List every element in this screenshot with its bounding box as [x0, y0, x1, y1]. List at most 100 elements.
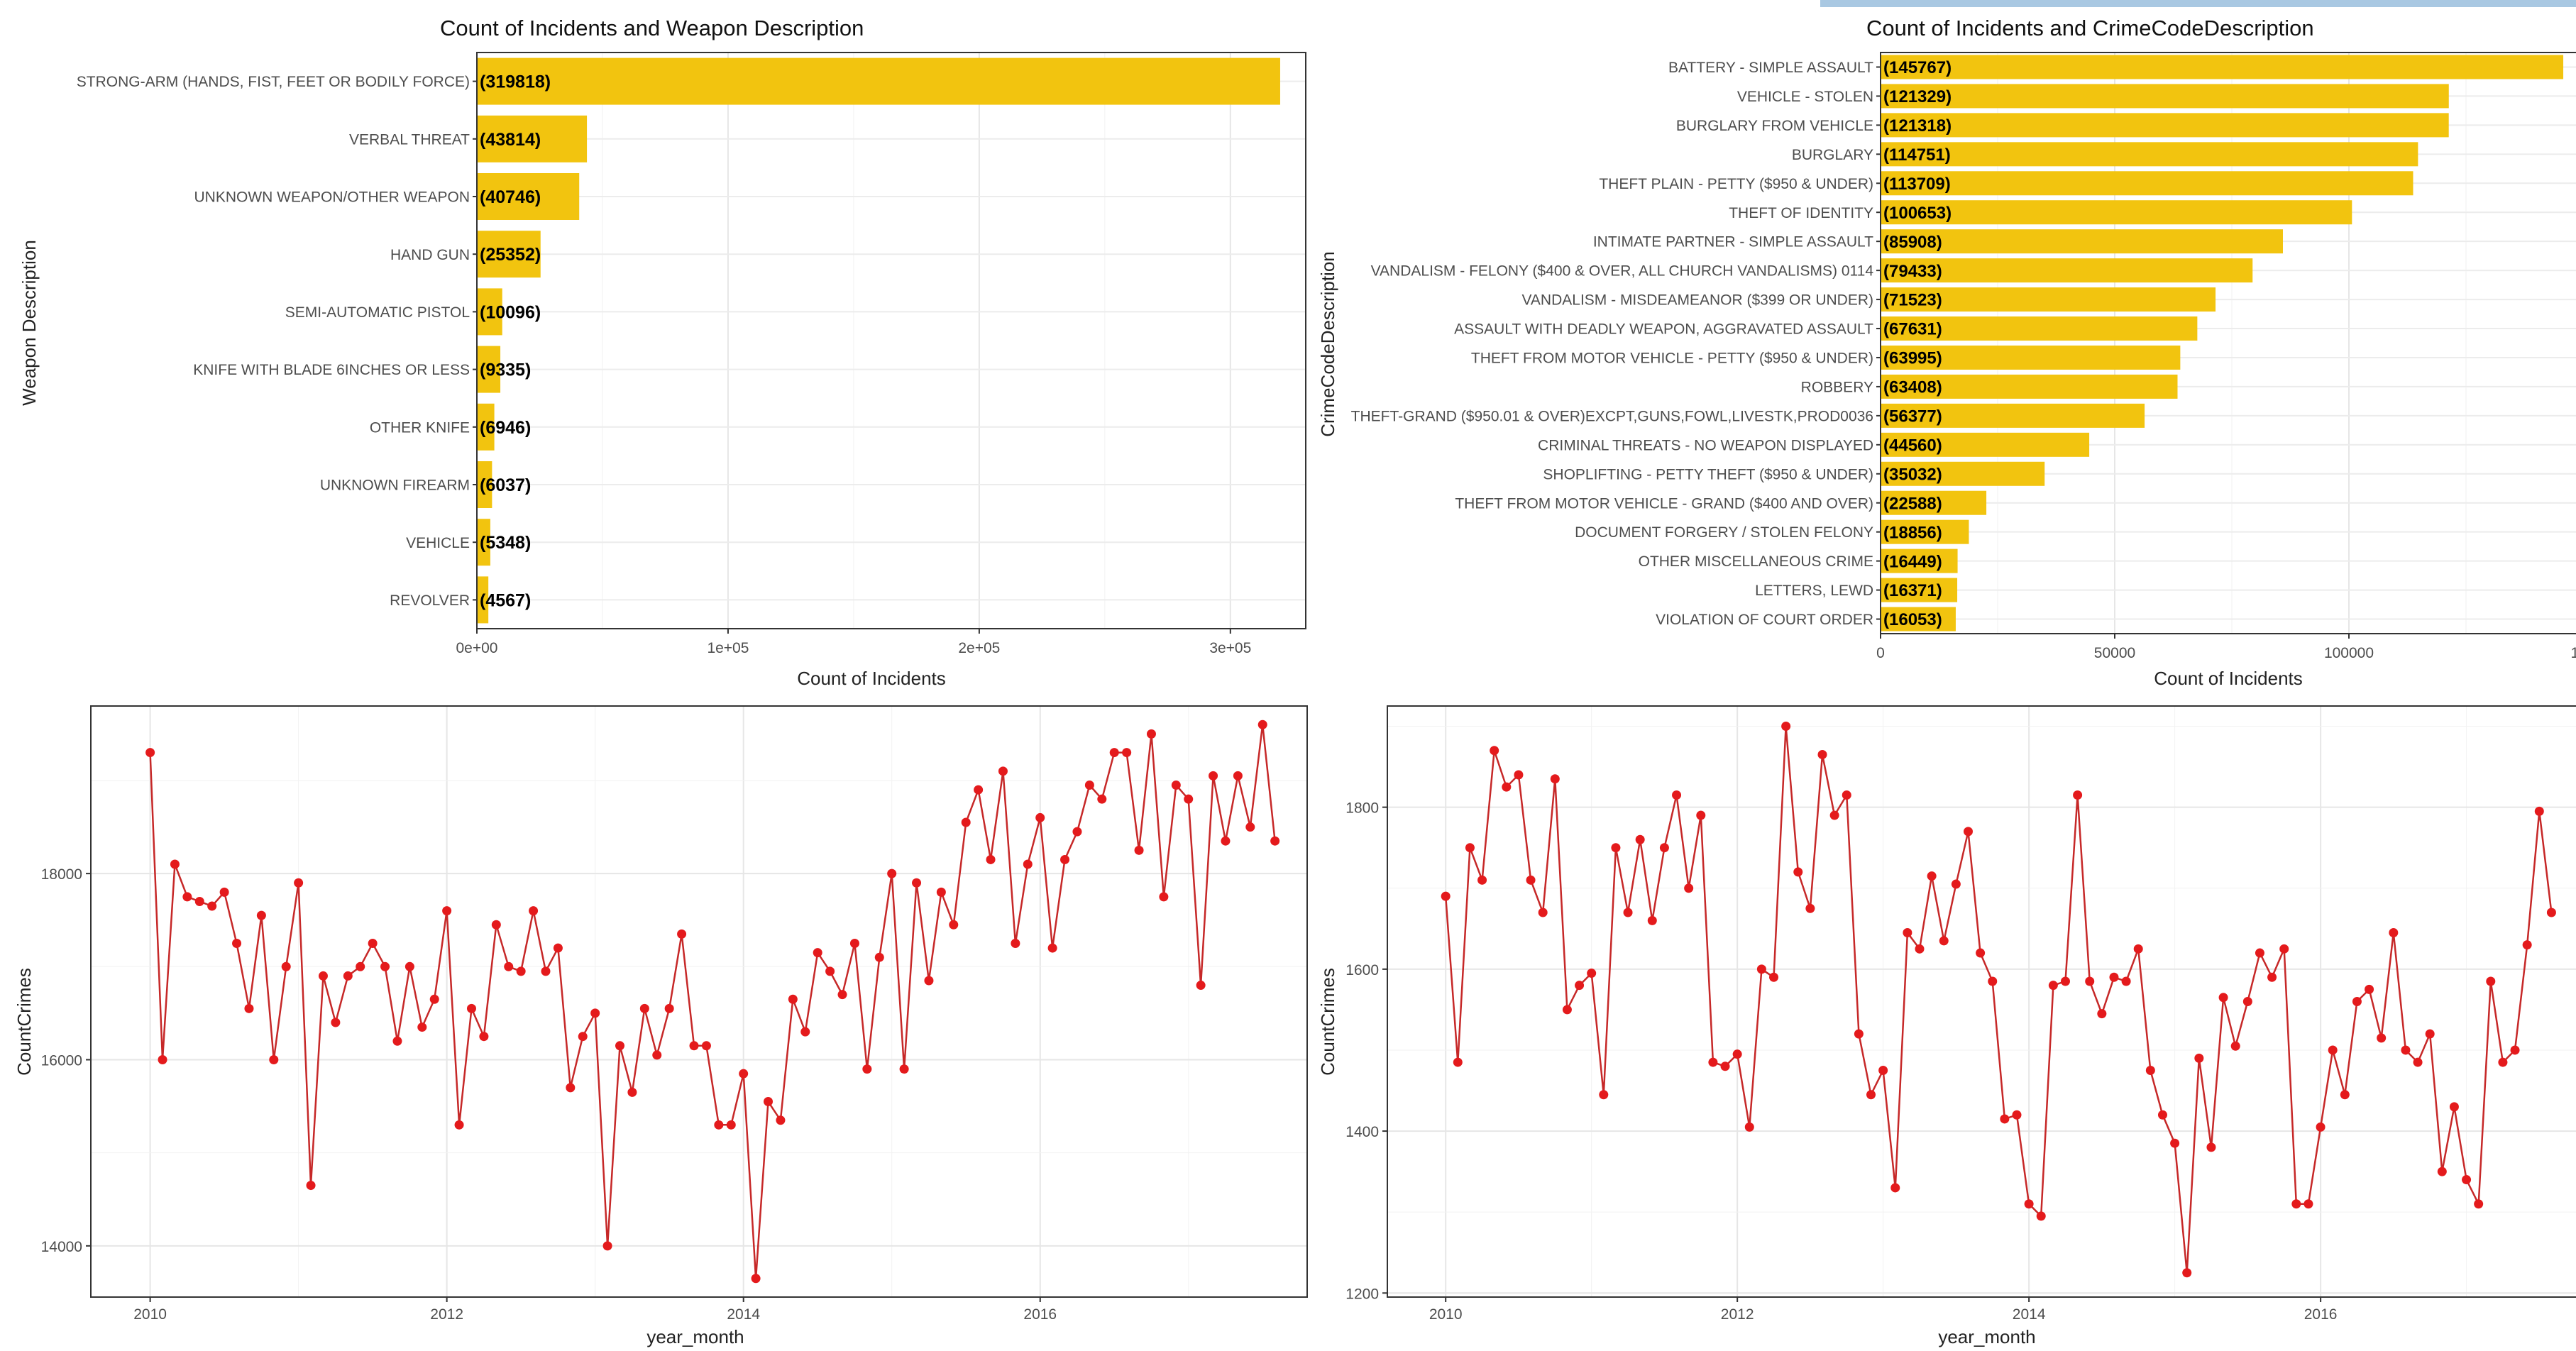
monthly-left-data-point — [961, 817, 971, 827]
monthly-right-data-point — [1587, 969, 1597, 978]
weapon-x-tick-label: 0e+00 — [456, 640, 498, 656]
crimecode-x-tick-label: 100000 — [2324, 645, 2374, 661]
monthly-right-data-point — [1963, 827, 1973, 837]
crimecode-category-label: SHOPLIFTING - PETTY THEFT ($950 & UNDER) — [1543, 466, 1873, 482]
monthly-left-data-point — [974, 785, 984, 795]
crimecode-bar — [1881, 55, 2564, 79]
monthly-right-data-point — [1514, 770, 1524, 780]
monthly-left-x-tick-label: 2016 — [1023, 1306, 1057, 1323]
monthly-left-data-point — [764, 1097, 774, 1107]
monthly-right-data-point — [1793, 867, 1803, 877]
monthly-left-y-tick-label: 18000 — [41, 866, 82, 883]
monthly-left-data-point — [504, 961, 514, 971]
crimecode-chart-title: Count of Incidents and CrimeCodeDescript… — [1866, 16, 2314, 40]
crimecode-chart-xlabel: Count of Incidents — [2154, 668, 2303, 689]
weapon-category-label: REVOLVER — [390, 592, 470, 609]
crimecode-x-axis: 0 50000 100000 150 — [1876, 634, 2576, 661]
monthly-left-data-point — [689, 1041, 699, 1051]
crimecode-data-label: (71523) — [1883, 291, 1942, 310]
monthly-left-data-point — [466, 1003, 476, 1013]
monthly-right-data-point — [2097, 1009, 2107, 1019]
monthly-left-data-point — [590, 1008, 600, 1018]
monthly-right-data-point — [2194, 1053, 2204, 1063]
monthly-left-data-point — [182, 892, 192, 902]
crimecode-category-label: THEFT FROM MOTOR VEHICLE - GRAND ($400 A… — [1455, 495, 1873, 512]
monthly-left-data-point — [553, 943, 563, 953]
monthly-left-data-point — [899, 1064, 909, 1074]
monthly-left-data-point — [578, 1032, 588, 1042]
monthly-right-data-point — [1647, 915, 1657, 925]
monthly-right-data-point — [1696, 810, 1706, 820]
weapon-bar — [477, 346, 501, 393]
monthly-left-x-tick-label: 2012 — [430, 1306, 463, 1323]
monthly-right-data-point — [1829, 810, 1839, 820]
monthly-left-data-point — [627, 1087, 637, 1097]
monthly-left-data-point — [1122, 748, 1132, 758]
monthly-left-data-point — [949, 920, 959, 930]
monthly-right-data-point — [1575, 981, 1585, 991]
monthly-right-data-point — [1781, 722, 1791, 732]
weapon-data-label: (43814) — [480, 130, 541, 150]
weapon-bar — [477, 173, 580, 220]
crimecode-bar — [1881, 142, 2418, 167]
monthly-left-data-point — [1171, 781, 1181, 790]
monthly-left-data-point — [1097, 794, 1107, 804]
monthly-right-data-point — [2401, 1045, 2411, 1055]
monthly-right-data-point — [2170, 1138, 2180, 1148]
weapon-category-label: SEMI-AUTOMATIC PISTOL — [285, 304, 470, 321]
crimecode-category-label: THEFT FROM MOTOR VEHICLE - PETTY ($950 &… — [1471, 351, 1873, 367]
weapon-bar — [477, 115, 588, 162]
monthly-left-data-point — [1270, 836, 1280, 846]
monthly-left-data-point — [170, 859, 180, 869]
crimecode-category-label: THEFT-GRAND ($950.01 & OVER)EXCPT,GUNS,F… — [1351, 408, 1873, 424]
monthly-left-y-tick-label: 14000 — [41, 1239, 82, 1255]
monthly-left-data-point — [837, 990, 847, 1000]
monthly-right-data-point — [2498, 1057, 2508, 1067]
monthly-right-gridlines — [1387, 706, 2576, 1297]
monthly-right-data-point — [2085, 976, 2095, 986]
crimecode-data-label: (18856) — [1883, 523, 1942, 542]
weapon-data-label: (6946) — [480, 418, 531, 438]
monthly-left-data-point — [1084, 781, 1094, 790]
monthly-left-series-line — [149, 724, 1276, 1279]
monthly-left-data-point — [887, 868, 897, 878]
monthly-right-data-point — [1611, 843, 1621, 853]
weapon-category-label: UNKNOWN WEAPON/OTHER WEAPON — [194, 189, 470, 206]
monthly-left-data-point — [924, 976, 934, 986]
monthly-left-data-point — [244, 1003, 254, 1013]
crimecode-category-label: THEFT OF IDENTITY — [1729, 205, 1873, 221]
crimecode-category-label: ROBBERY — [1801, 379, 1873, 395]
monthly-left-data-point — [281, 961, 291, 971]
monthly-right-data-point — [1635, 834, 1645, 844]
monthly-left-data-point — [1196, 981, 1206, 991]
monthly-right-data-point — [2000, 1114, 2010, 1124]
monthly-right-data-point — [2109, 972, 2119, 982]
monthly-right-data-point — [1769, 972, 1779, 982]
monthly-left-panel-border — [90, 705, 1308, 1298]
monthly-left-data-point — [776, 1115, 786, 1125]
monthly-left-data-point — [1257, 719, 1267, 729]
crimecode-chart-ylabel: CrimeCodeDescription — [1317, 251, 1338, 437]
crimecode-bar — [1881, 519, 1969, 544]
monthly-left-data-point — [529, 906, 539, 916]
monthly-right-x-tick-label: 2010 — [1429, 1306, 1463, 1323]
monthly-right-data-point — [2340, 1090, 2350, 1100]
monthly-right-data-point — [2522, 940, 2532, 950]
crimecode-bar — [1881, 578, 1958, 602]
weapon-bars: (319818) STRONG-ARM (HANDS, FIST, FEET OR… — [77, 57, 1280, 624]
crimecode-category-label: OTHER MISCELLANEOUS CRIME — [1639, 553, 1873, 570]
monthly-right-data-point — [2425, 1029, 2435, 1039]
crimecode-bars: (145767) BATTERY - SIMPLE ASSAULT (121329)… — [1351, 55, 2564, 632]
monthly-right-data-point — [2218, 993, 2228, 1003]
monthly-left-x-tick-label: 2010 — [133, 1306, 167, 1323]
monthly-left-data-point — [602, 1241, 612, 1251]
crimecode-bar — [1881, 171, 2413, 196]
weapon-category-label: OTHER KNIFE — [370, 419, 470, 436]
monthly-right-data-point — [2474, 1199, 2484, 1209]
weapon-data-label: (4567) — [480, 590, 531, 610]
monthly-left-data-point — [936, 887, 946, 897]
monthly-left-data-point — [306, 1181, 316, 1191]
monthly-left-ylabel: CountCrimes — [13, 968, 35, 1076]
crimecode-data-label: (16449) — [1883, 552, 1942, 571]
crimecode-bar — [1881, 258, 2253, 283]
